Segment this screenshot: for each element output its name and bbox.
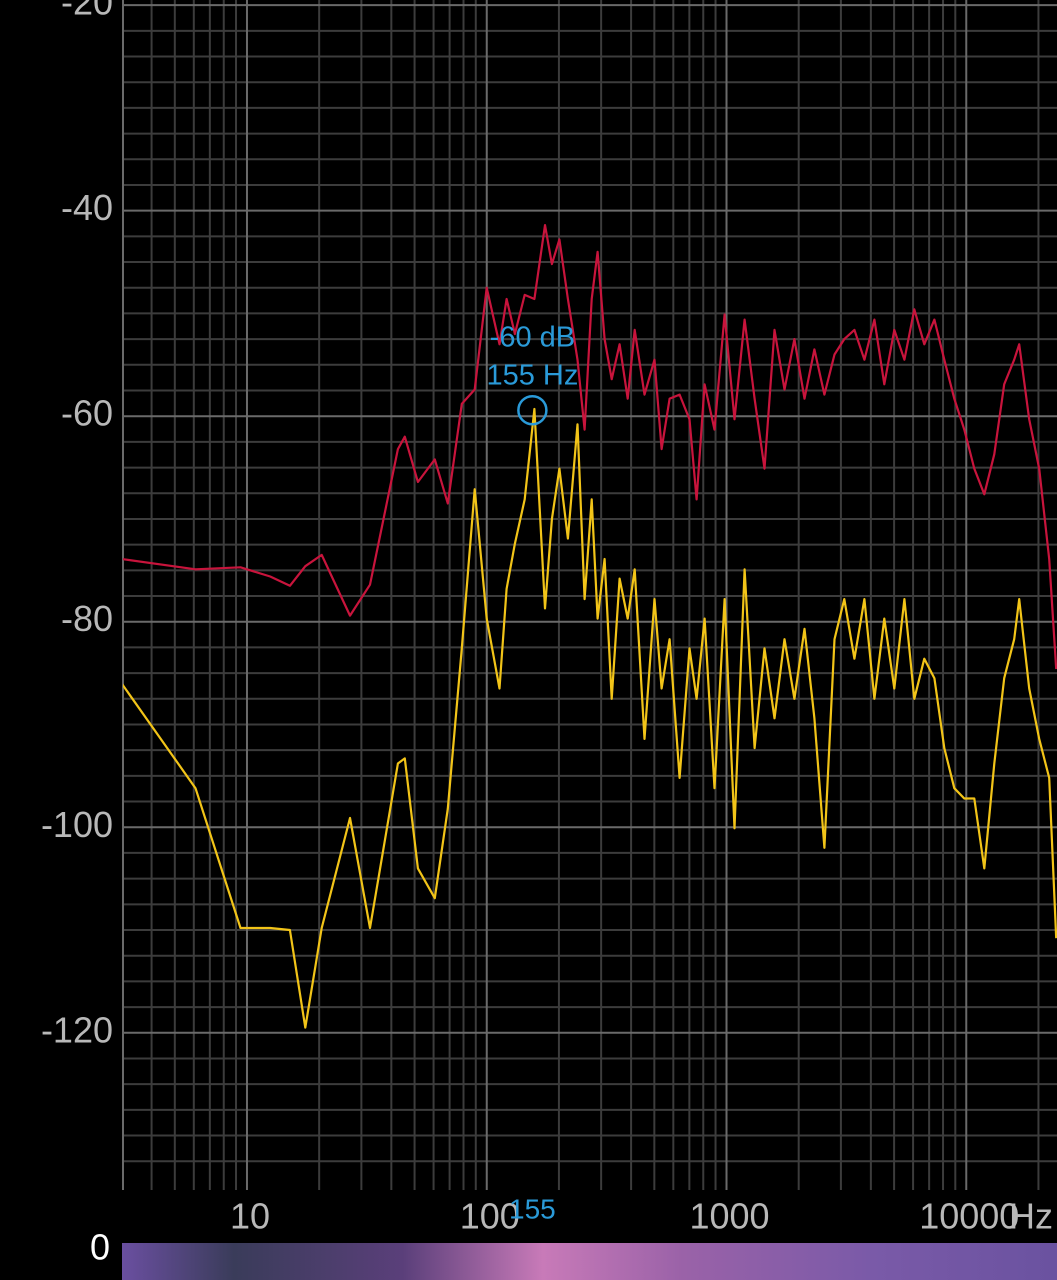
series-line [123,407,1057,1029]
x-tick-label: 10 [230,1196,270,1237]
spectrogram-strip [122,1243,1057,1280]
x-axis-unit: Hz [1009,1196,1053,1237]
y-tick-label: -20 [61,0,113,23]
y-tick-label: -60 [61,393,113,434]
x-tick-label: 1000 [689,1196,769,1237]
peak-freq-label: 155 Hz [486,360,578,392]
peak-value-label: -60 dB [490,322,575,354]
peak-marker [517,394,548,426]
y-tick-label: -40 [61,187,113,228]
series-line [123,224,1057,670]
x-tick-label: 10000 [919,1196,1019,1237]
grid [122,0,1057,1190]
x-tick-label: 100 [460,1196,520,1237]
y-tick-label: -100 [41,804,113,845]
peak-axis-label: 155 [509,1193,556,1224]
y-tick-label: -120 [41,1009,113,1050]
spectrogram-label: 0 [90,1227,110,1268]
plot-area [123,224,1057,1029]
y-tick-label: -80 [61,598,113,639]
